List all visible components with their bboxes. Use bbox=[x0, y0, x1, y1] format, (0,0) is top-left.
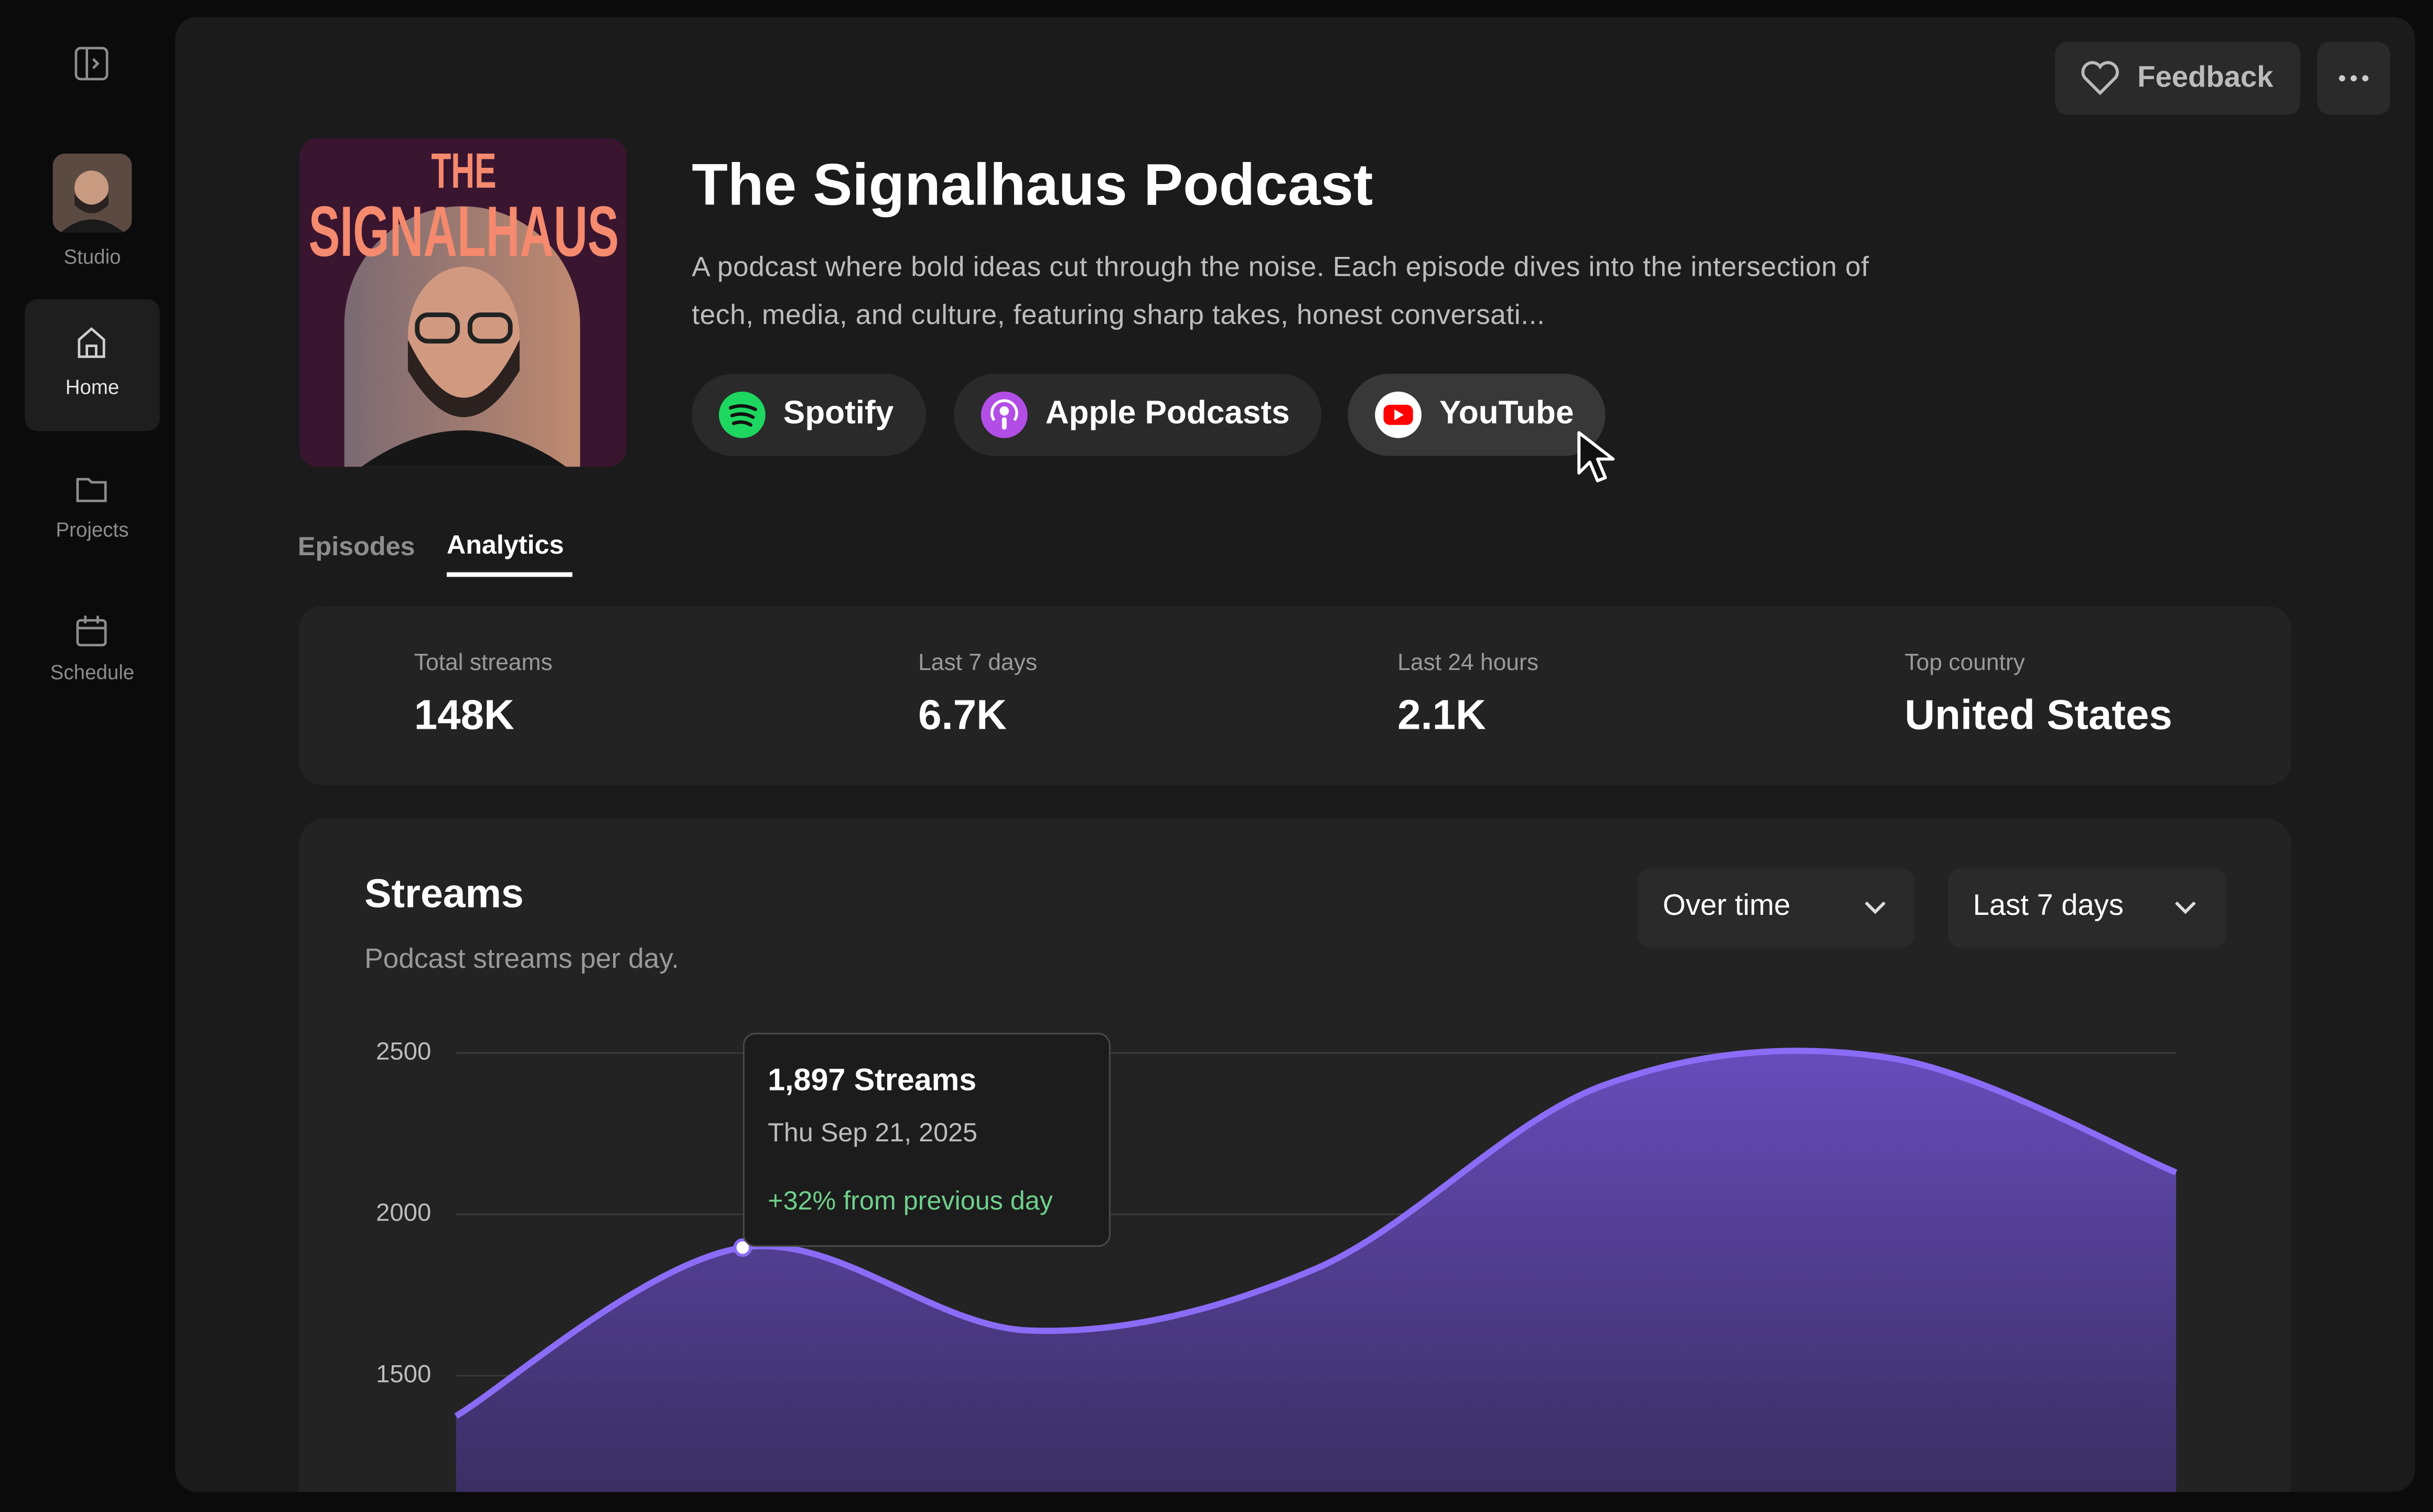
tab-active[interactable]: Analytics bbox=[446, 530, 564, 560]
chart-subtitle: Podcast streams per day. bbox=[364, 943, 679, 974]
dropdown-label[interactable]: Over time bbox=[1662, 890, 1791, 923]
tab-underline bbox=[446, 572, 573, 577]
stat-label: Top country bbox=[1904, 650, 2025, 676]
platform-button[interactable]: Spotify bbox=[692, 373, 926, 456]
chevron bbox=[1865, 901, 1886, 914]
youtube-icon bbox=[1375, 391, 1422, 438]
feedback-button[interactable]: Feedback bbox=[2055, 41, 2300, 115]
stat-label: Last 24 hours bbox=[1397, 650, 1539, 676]
spotify-icon bbox=[719, 391, 766, 438]
platform-label[interactable]: Spotify bbox=[783, 395, 894, 431]
streams-chart: 1500 2000 2500 bbox=[376, 1038, 2178, 1492]
stat-label: Last 7 days bbox=[918, 650, 1038, 676]
nav-label[interactable]: Schedule bbox=[50, 661, 135, 684]
schedule-icon bbox=[76, 615, 107, 646]
platform-label[interactable]: Apple Podcasts bbox=[1045, 395, 1290, 431]
sidebar-toggle[interactable] bbox=[74, 47, 109, 81]
stat-value: 148K bbox=[414, 692, 514, 739]
chart-title: Streams bbox=[364, 870, 524, 917]
y-tick-label: 2500 bbox=[376, 1038, 431, 1065]
tooltip: 1,897 Streams Thu Sep 21, 2025 +32% from… bbox=[742, 1033, 1111, 1247]
mouse-cursor bbox=[1577, 431, 1615, 482]
heart-icon bbox=[2081, 61, 2119, 95]
platform-button[interactable]: YouTube bbox=[1348, 373, 1606, 456]
y-tick-label: 2000 bbox=[376, 1199, 431, 1227]
cover-text: SIGNALHAUS bbox=[309, 191, 619, 271]
main-panel: Feedback THE SIGNALHAUS The Signalhaus P… bbox=[175, 17, 2415, 1492]
stats-card bbox=[299, 606, 2291, 785]
apple-podcasts-icon bbox=[981, 391, 1028, 438]
dropdown[interactable]: Over time bbox=[1638, 868, 1914, 948]
more-button[interactable] bbox=[2317, 41, 2391, 115]
tooltip-title: 1,897 Streams bbox=[768, 1064, 977, 1098]
cover-text: THE bbox=[431, 143, 496, 199]
nav-label[interactable]: Studio bbox=[63, 245, 121, 268]
studio-avatar[interactable] bbox=[52, 153, 132, 233]
dropdown-label[interactable]: Last 7 days bbox=[1973, 890, 2124, 923]
podcast-description: A podcast where bold ideas cut through t… bbox=[692, 251, 1869, 331]
stat-value: 6.7K bbox=[918, 692, 1007, 739]
podcast-title: The Signalhaus Podcast bbox=[692, 153, 1373, 219]
nav-label[interactable]: Home bbox=[65, 375, 120, 399]
home-icon bbox=[78, 327, 105, 358]
tooltip-change: +32% from previous day bbox=[768, 1186, 1053, 1216]
more-icon bbox=[2339, 75, 2369, 82]
platform-label[interactable]: YouTube bbox=[1439, 395, 1574, 431]
stat-value: 2.1K bbox=[1397, 692, 1486, 739]
point-marker bbox=[733, 1238, 752, 1257]
feedback-label[interactable]: Feedback bbox=[2137, 62, 2274, 95]
nav-active[interactable] bbox=[25, 299, 160, 431]
stat-value: United States bbox=[1904, 692, 2172, 739]
dropdown[interactable]: Last 7 days bbox=[1948, 868, 2226, 948]
projects-icon bbox=[76, 478, 107, 502]
podcast-cover: THE SIGNALHAUS bbox=[299, 138, 627, 467]
tab[interactable]: Episodes bbox=[297, 532, 415, 561]
stat-label: Total streams bbox=[414, 650, 553, 676]
platform-button[interactable]: Apple Podcasts bbox=[954, 373, 1322, 456]
y-tick-label: 1500 bbox=[376, 1360, 431, 1388]
tooltip-date: Thu Sep 21, 2025 bbox=[768, 1118, 978, 1148]
nav-label[interactable]: Projects bbox=[56, 517, 129, 542]
chevron bbox=[2174, 901, 2196, 914]
